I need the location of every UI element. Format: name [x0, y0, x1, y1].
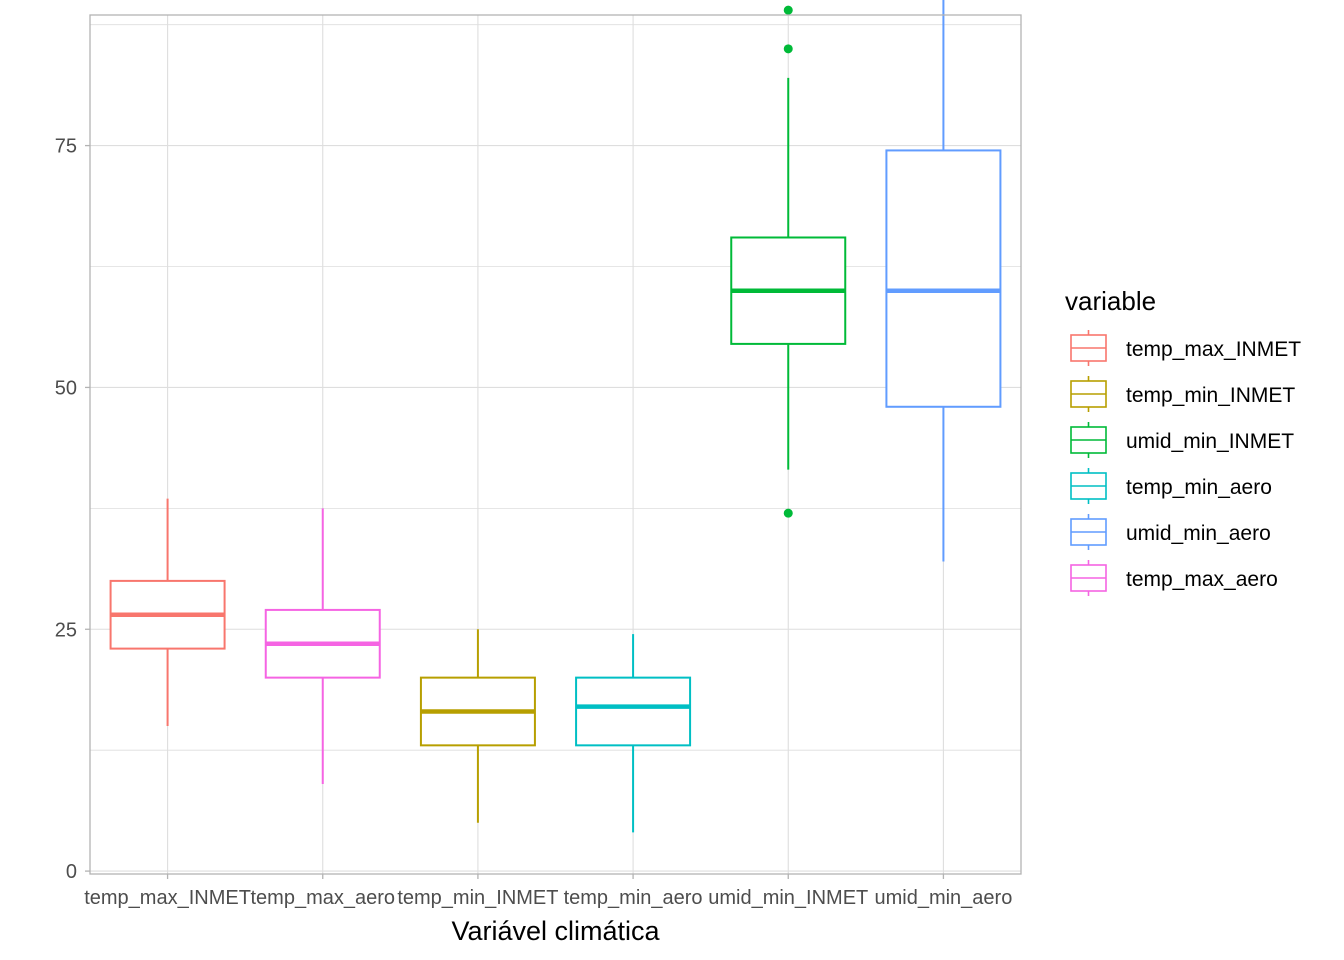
- outlier-point: [783, 5, 793, 15]
- box-temp_min_INMET: [419, 629, 536, 823]
- legend-item-temp_min_INMET: temp_min_INMET: [1070, 376, 1295, 412]
- x-tick-label: temp_max_INMET: [84, 887, 251, 909]
- y-tick-label: 50: [55, 377, 77, 399]
- legend-title: variable: [1065, 286, 1156, 316]
- legend-item-umid_min_INMET: umid_min_INMET: [1070, 422, 1294, 458]
- grid-lines: [90, 15, 1021, 874]
- box-temp_max_INMET: [109, 498, 226, 726]
- y-tick-label: 75: [55, 136, 77, 158]
- legend-label: umid_min_aero: [1126, 522, 1271, 545]
- legend-label: temp_max_aero: [1126, 568, 1278, 591]
- legend: variable temp_max_INMET temp_min_INMETumi…: [1065, 286, 1301, 596]
- outlier-point: [783, 44, 793, 54]
- y-tick-label: 25: [55, 619, 77, 641]
- y-axis: 0 25 50 75: [55, 136, 90, 883]
- legend-item-temp_max_INMET: temp_max_INMET: [1070, 330, 1301, 366]
- outlier-point: [783, 508, 793, 518]
- y-tick-label: 0: [66, 861, 77, 883]
- x-tick-label: temp_min_INMET: [397, 887, 558, 909]
- legend-label: temp_max_INMET: [1126, 338, 1301, 361]
- x-tick-label: temp_min_aero: [564, 887, 703, 909]
- box-umid_min_INMET: [730, 5, 847, 518]
- x-axis: temp_max_INMET temp_max_aero temp_min_INME…: [84, 874, 1012, 909]
- legend-label: temp_min_INMET: [1126, 384, 1295, 407]
- box-umid_min_aero: [885, 0, 1002, 562]
- panel-border: [89, 14, 1022, 875]
- x-tick-label: umid_min_INMET: [708, 887, 868, 909]
- x-tick-label: temp_max_aero: [250, 887, 395, 909]
- box-temp_min_aero: [575, 634, 692, 833]
- box-temp_max_aero: [264, 508, 381, 785]
- x-tick-label: umid_min_aero: [874, 887, 1012, 909]
- legend-item-temp_min_aero: temp_min_aero: [1070, 468, 1272, 504]
- box-series: [109, 0, 1002, 833]
- box-iqr: [885, 149, 1002, 408]
- legend-item-temp_max_aero: temp_max_aero: [1070, 560, 1278, 596]
- legend-item-umid_min_aero: umid_min_aero: [1070, 514, 1271, 550]
- x-axis-title: Variável climática: [451, 916, 660, 946]
- legend-label: umid_min_INMET: [1126, 430, 1294, 453]
- legend-label: temp_min_aero: [1126, 476, 1272, 499]
- box-iqr: [575, 676, 692, 747]
